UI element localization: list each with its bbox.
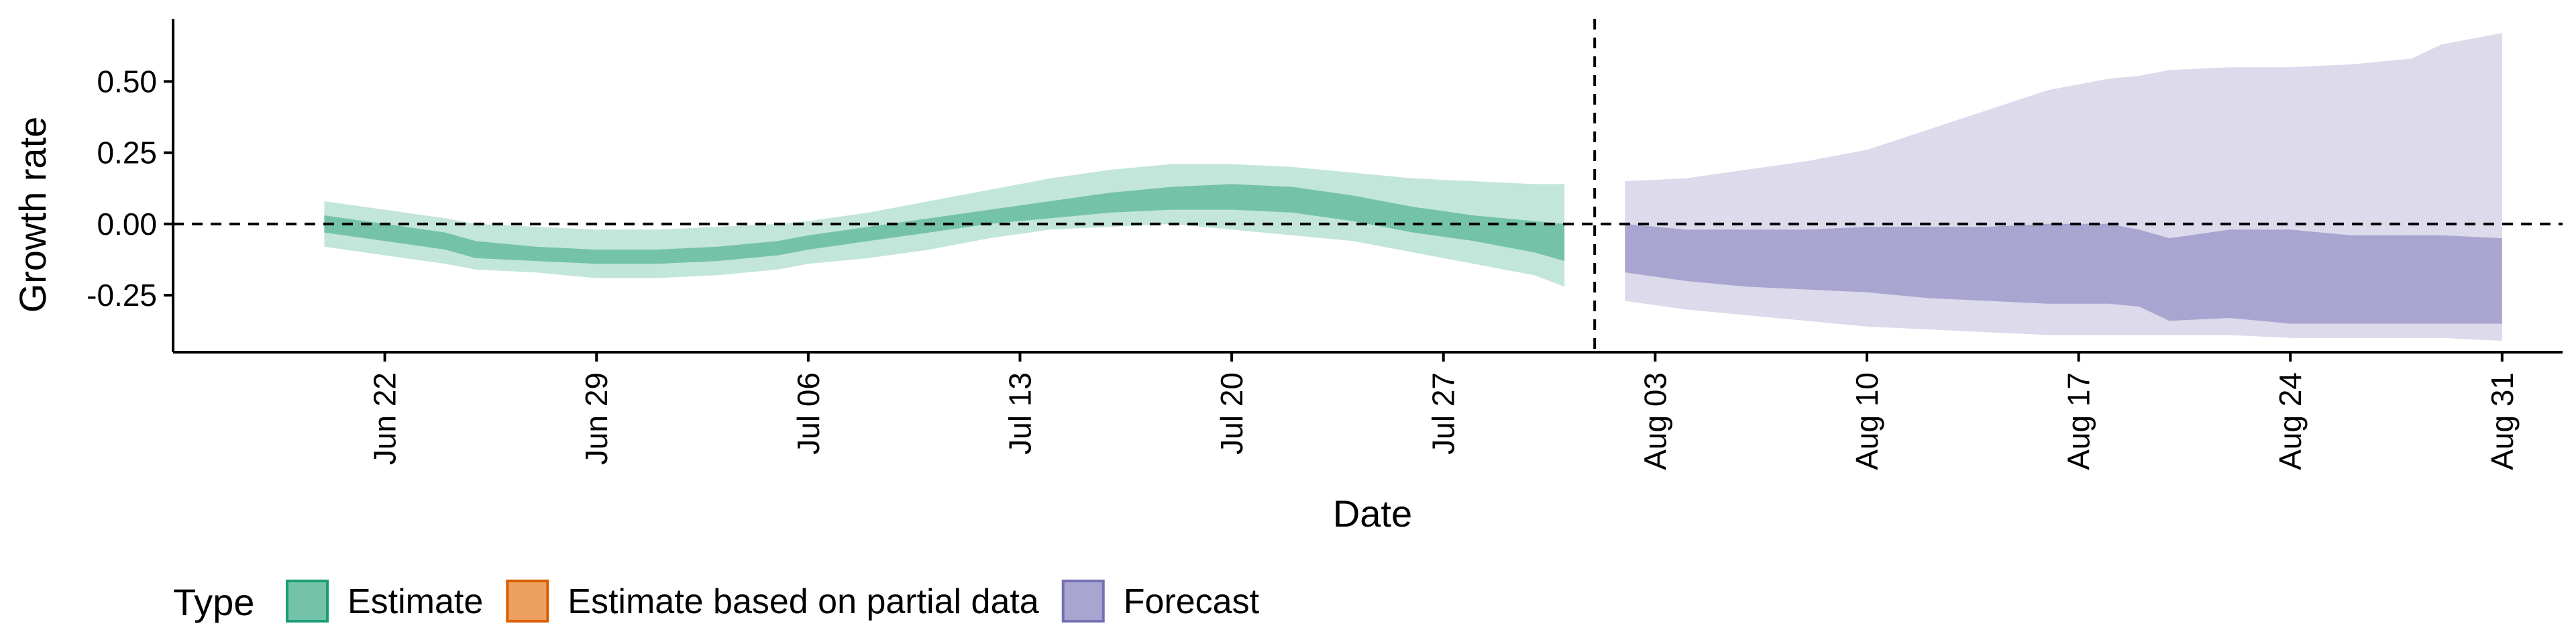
x-tick-label: Jun 22: [368, 372, 402, 465]
reference-lines: [173, 19, 2563, 352]
legend: Type Estimate Estimate based on partial d…: [173, 580, 1260, 623]
legend-label-estimate: Estimate: [347, 582, 483, 621]
y-tick-label: 0.50: [97, 64, 157, 99]
x-tick-label: Aug 31: [2485, 372, 2520, 470]
legend-title: Type: [173, 581, 254, 623]
legend-key-estimate-based-on-partial-data: [506, 580, 549, 623]
legend-key-forecast: [1061, 580, 1105, 623]
ribbon-layer: [324, 33, 2502, 341]
legend-label-estimate-based-on-partial-data: Estimate based on partial data: [568, 582, 1039, 621]
x-axis-title: Date: [1333, 492, 1412, 535]
x-tick-label: Aug 03: [1638, 372, 1672, 470]
x-tick-label: Jul 13: [1002, 372, 1037, 455]
legend-label-forecast: Forecast: [1124, 582, 1260, 621]
x-tick-label: Jul 20: [1214, 372, 1249, 455]
x-tick-label: Aug 17: [2061, 372, 2096, 470]
x-tick-label: Jul 27: [1426, 372, 1461, 455]
y-tick-label: 0.00: [97, 207, 157, 241]
forecast-band-50: [1625, 223, 2502, 324]
y-tick-label: -0.25: [87, 278, 157, 313]
x-tick-label: Jun 29: [579, 372, 614, 465]
x-tick-label: Jul 06: [791, 372, 826, 455]
axes: -0.25 0.00 0.25 0.50 Jun 22 Jun 29 Jul 06 Jul 1…: [87, 19, 2563, 470]
y-tick-label: 0.25: [97, 136, 157, 170]
legend-key-estimate: [286, 580, 329, 623]
x-tick-label: Aug 24: [2273, 372, 2308, 470]
y-axis-title: Growth rate: [11, 117, 54, 313]
x-tick-label: Aug 10: [1849, 372, 1884, 470]
